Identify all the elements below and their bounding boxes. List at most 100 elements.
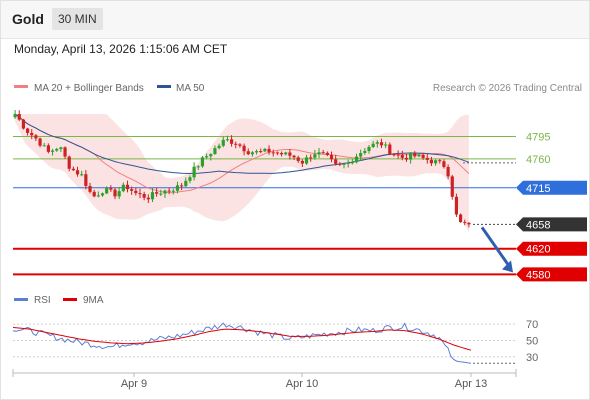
- candle-body: [450, 176, 454, 197]
- candle-body: [438, 160, 442, 162]
- forecast-arrow-shaft: [480, 226, 512, 269]
- support-tag-4620: [516, 241, 587, 256]
- candle-body: [463, 222, 467, 224]
- candle-body: [100, 193, 105, 196]
- rsi-line: [12, 322, 472, 364]
- candle-body: [454, 196, 459, 215]
- ma50-legend-swatch: [157, 85, 171, 88]
- candle-body: [292, 155, 296, 158]
- candle-body: [458, 214, 463, 223]
- candle-body: [67, 156, 71, 169]
- copyright-label: Research © 2026 Trading Central: [433, 83, 582, 94]
- support-tag-4580: [516, 267, 587, 282]
- support-label-4580: 4580: [526, 269, 550, 281]
- candle-body: [217, 145, 221, 149]
- candle-body: [138, 193, 142, 195]
- rsi-legend-swatch: [14, 298, 28, 301]
- rsi-tick-30: 30: [526, 352, 538, 364]
- candle-body: [413, 153, 417, 157]
- rsi-panel: 70 50 30: [12, 319, 538, 364]
- candle-body: [155, 192, 159, 194]
- x-tick-label: Apr 10: [286, 378, 318, 390]
- candle-body: [238, 144, 242, 146]
- ma50-line: [14, 113, 470, 175]
- candle-body: [130, 189, 134, 191]
- candle-body: [109, 188, 113, 190]
- pivot-tag: [516, 180, 587, 195]
- candle-body: [250, 152, 255, 155]
- candle-body: [125, 184, 130, 190]
- x-axis: Apr 9 Apr 10 Apr 13: [12, 369, 517, 390]
- candle-body: [229, 139, 234, 144]
- candle-body: [346, 162, 350, 164]
- candle-body: [113, 189, 117, 197]
- resistance-label-4795: 4795: [526, 131, 550, 143]
- candle-body: [117, 191, 121, 197]
- candle-body: [88, 185, 92, 192]
- candle-body: [284, 152, 288, 155]
- candle-body: [400, 155, 404, 158]
- candle-body: [17, 114, 21, 120]
- candle-body: [46, 145, 50, 152]
- candle-body: [225, 139, 230, 141]
- candle-body: [388, 144, 392, 155]
- bollinger-legend-label: MA 20 + Bollinger Bands: [34, 83, 144, 94]
- candle-body: [134, 190, 138, 194]
- candle-body: [63, 147, 67, 157]
- x-tick-label: Apr 9: [121, 378, 147, 390]
- candle-body: [246, 151, 250, 155]
- bollinger-legend-swatch: [14, 85, 28, 88]
- candle-body: [275, 152, 279, 154]
- candle-body: [434, 160, 438, 164]
- candle-body: [271, 152, 275, 154]
- candle-body: [429, 159, 434, 164]
- candle-body: [42, 145, 46, 147]
- candle-body: [75, 170, 80, 175]
- candle-body: [288, 152, 292, 156]
- candle-body: [417, 154, 421, 157]
- header-bar: Gold 30 MIN: [1, 1, 589, 39]
- x-tick-label: Apr 13: [455, 378, 487, 390]
- candle-body: [392, 154, 396, 156]
- price-levels: [13, 135, 516, 276]
- candle-body: [188, 177, 192, 181]
- candle-body: [267, 148, 271, 153]
- candle-body: [221, 139, 225, 146]
- ma9-legend-swatch: [63, 298, 77, 301]
- candle-body: [146, 197, 150, 200]
- candle-body: [242, 145, 246, 152]
- ma9-legend-label: 9MA: [83, 295, 104, 306]
- candle-body: [34, 135, 38, 139]
- candle-body: [442, 161, 446, 167]
- candle-body: [334, 159, 338, 164]
- candle-body: [359, 152, 363, 157]
- candle-body: [84, 174, 88, 186]
- candle-body: [163, 190, 167, 194]
- candle-body: [200, 157, 205, 167]
- candle-body: [92, 191, 96, 197]
- candle-body: [313, 154, 317, 158]
- candle-body: [25, 128, 30, 133]
- candle-body: [467, 222, 471, 225]
- candle-body: [338, 163, 342, 165]
- candle-body: [121, 184, 125, 192]
- candle-body: [196, 166, 200, 168]
- candle-body: [325, 152, 329, 155]
- candle-body: [184, 180, 188, 187]
- candle-body: [367, 146, 371, 152]
- candle-body: [213, 148, 217, 155]
- candle-body: [254, 151, 259, 153]
- candle-body: [30, 132, 34, 136]
- candle-body: [317, 152, 321, 155]
- datetime-label: Monday, April 13, 2026 1:15:06 AM CET: [14, 42, 228, 56]
- timeframe-badge[interactable]: 30 MIN: [52, 8, 103, 30]
- candle-body: [192, 166, 196, 178]
- support-label-4620: 4620: [526, 244, 550, 256]
- candle-body: [259, 151, 263, 153]
- forecast-arrow-head: [502, 260, 513, 273]
- candle-body: [379, 142, 384, 146]
- candle-body: [96, 195, 100, 197]
- candle-body: [375, 142, 379, 144]
- candle-body: [371, 143, 375, 147]
